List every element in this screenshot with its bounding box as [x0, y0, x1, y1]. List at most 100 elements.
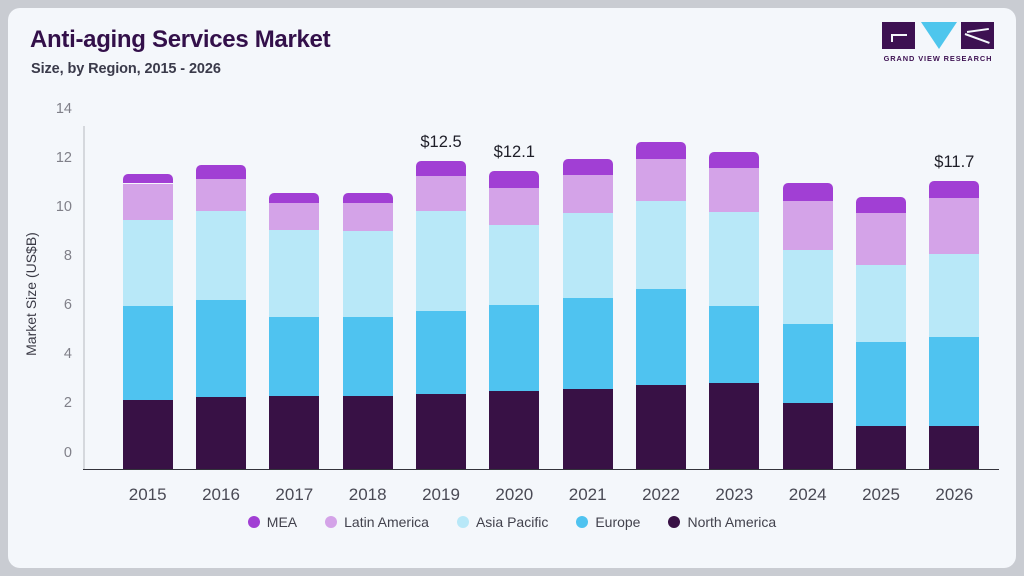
bar-segment[interactable]: [929, 253, 980, 338]
bar-segment[interactable]: [342, 396, 393, 469]
bar-segment[interactable]: [342, 193, 393, 204]
bar-segment[interactable]: [929, 181, 980, 199]
bar-group[interactable]: 2023: [709, 151, 760, 504]
bar-group[interactable]: 2015: [122, 173, 173, 504]
legend-label: Asia Pacific: [475, 514, 549, 530]
bar-segment[interactable]: [929, 337, 980, 426]
x-axis-tick-label: 2015: [128, 484, 167, 504]
bar-segment[interactable]: [562, 212, 613, 298]
bar-segment[interactable]: [489, 225, 540, 306]
legend-item[interactable]: Europe: [576, 514, 640, 530]
y-axis-tick-label: 4: [63, 346, 72, 363]
bar-segment[interactable]: [416, 161, 466, 177]
legend-item[interactable]: Latin America: [325, 514, 429, 530]
bar-segment[interactable]: [929, 198, 980, 254]
bar-segment[interactable]: [122, 183, 173, 221]
bar-group[interactable]: 2016: [196, 165, 246, 504]
bar-segment[interactable]: [269, 193, 320, 204]
bar-group[interactable]: 2021: [562, 158, 613, 504]
bar-group[interactable]: 2024: [782, 183, 833, 504]
bar-segment[interactable]: [416, 311, 466, 394]
bar-segment[interactable]: [709, 382, 760, 469]
bar-segment[interactable]: [269, 317, 320, 397]
logo-text: GRAND VIEW RESEARCH: [883, 54, 993, 63]
bar-segment[interactable]: [782, 323, 833, 404]
chart-card: Anti-aging Services Market Size, by Regi…: [8, 8, 1016, 568]
bar-segment[interactable]: [856, 341, 906, 426]
y-axis-tick-label: 0: [63, 444, 72, 461]
bar-segment[interactable]: [122, 399, 173, 469]
bar-segment[interactable]: [782, 403, 833, 469]
bar-segment[interactable]: [416, 393, 466, 469]
bar-segment[interactable]: [562, 174, 613, 213]
y-axis-tick-label: 6: [63, 297, 72, 314]
bar-segment[interactable]: [709, 211, 760, 307]
bar-segment[interactable]: [636, 384, 686, 469]
bar-segment[interactable]: [269, 396, 320, 469]
legend-label: North America: [687, 514, 777, 530]
bar-group[interactable]: 2018: [342, 193, 393, 504]
bar-segment[interactable]: [489, 391, 540, 469]
y-axis-tick-label: 12: [55, 149, 72, 166]
bar-segment[interactable]: [342, 231, 393, 318]
bar-segment[interactable]: [122, 220, 173, 307]
bar-segment[interactable]: [196, 178, 246, 211]
y-axis-tick-label: 8: [63, 247, 72, 264]
bar-segment[interactable]: [489, 188, 540, 226]
bar-segment[interactable]: [782, 183, 833, 201]
bar-segment[interactable]: [196, 210, 246, 301]
bar-segment[interactable]: [269, 203, 320, 231]
legend-item[interactable]: Asia Pacific: [456, 514, 549, 530]
bar-segment[interactable]: [856, 197, 906, 213]
legend-color-swatch-icon: [668, 516, 681, 528]
legend-color-swatch-icon: [576, 516, 589, 528]
bar-group[interactable]: 2017: [269, 193, 320, 504]
bar-segment[interactable]: [929, 425, 980, 469]
x-axis-tick-label: 2017: [275, 484, 314, 504]
y-axis-tick-label: 10: [55, 198, 72, 215]
bar-segment[interactable]: [489, 305, 540, 392]
bar-value-label: $11.7: [934, 153, 975, 172]
bar-group[interactable]: 2020 $12.1: [489, 143, 540, 504]
x-axis-tick-label: 2023: [715, 484, 754, 504]
bar-segment[interactable]: [856, 425, 906, 469]
bar-segment[interactable]: [636, 141, 686, 159]
bar-segment[interactable]: [196, 300, 246, 398]
bar-segment[interactable]: [782, 200, 833, 250]
bar-segment[interactable]: [636, 200, 686, 290]
bar-segment[interactable]: [562, 158, 613, 175]
bar-segment[interactable]: [416, 210, 466, 312]
bar-segment[interactable]: [636, 289, 686, 385]
bar-segment[interactable]: [709, 167, 760, 212]
bar-segment[interactable]: [416, 176, 466, 211]
bar-segment[interactable]: [122, 173, 173, 184]
legend-label: Europe: [595, 514, 641, 530]
bar-group[interactable]: 2025: [856, 197, 906, 504]
bar-group[interactable]: 2022: [636, 141, 686, 504]
bar-segment[interactable]: [636, 158, 686, 201]
bar-segment[interactable]: [709, 151, 760, 168]
bar-segment[interactable]: [196, 165, 246, 179]
bar-segment[interactable]: [342, 203, 393, 232]
bar-segment[interactable]: [269, 230, 320, 318]
legend-item[interactable]: MEA: [247, 514, 298, 530]
bar-segment[interactable]: [856, 212, 906, 265]
bar-segment[interactable]: [489, 171, 540, 189]
grand-view-research-logo: GRAND VIEW RESEARCH: [882, 22, 994, 68]
x-axis-tick-label: 2024: [788, 484, 827, 504]
page-subtitle: Size, by Region, 2015 - 2026: [31, 61, 221, 77]
legend-label: MEA: [266, 514, 298, 530]
bar-segment[interactable]: [709, 306, 760, 383]
bar-group[interactable]: 2026 $11.7: [929, 153, 980, 504]
bar-segment[interactable]: [562, 388, 613, 469]
bar-group[interactable]: 2019 $12.5: [416, 133, 466, 504]
legend-color-swatch-icon: [456, 516, 469, 528]
bar-segment[interactable]: [122, 306, 173, 400]
x-axis-tick-label: 2026: [935, 484, 974, 504]
bar-segment[interactable]: [782, 249, 833, 324]
bar-segment[interactable]: [856, 264, 906, 342]
legend-item[interactable]: North America: [668, 514, 776, 530]
bar-segment[interactable]: [342, 317, 393, 397]
bar-segment[interactable]: [196, 397, 246, 469]
bar-segment[interactable]: [562, 297, 613, 389]
